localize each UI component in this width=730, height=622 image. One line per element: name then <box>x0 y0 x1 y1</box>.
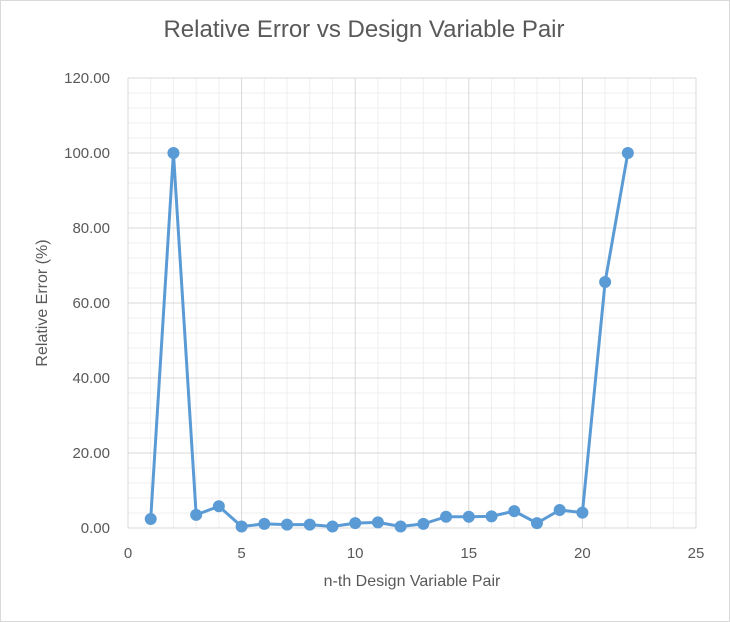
y-tick-label: 0.00 <box>81 520 110 537</box>
data-point <box>303 518 316 531</box>
x-axis-label: n-th Design Variable Pair <box>324 573 501 590</box>
series-line <box>149 151 630 528</box>
y-tick-label: 120.00 <box>64 70 110 87</box>
x-tick-label: 15 <box>460 545 477 562</box>
data-point <box>417 517 430 530</box>
data-point <box>621 147 634 159</box>
data-point <box>394 520 407 533</box>
data-point <box>508 505 521 518</box>
data-point <box>235 520 248 533</box>
data-point <box>553 504 566 516</box>
y-tick-label: 20.00 <box>72 445 110 462</box>
data-point <box>462 510 475 523</box>
x-tick-label: 10 <box>347 545 364 562</box>
data-point <box>371 516 384 529</box>
x-tick-label: 20 <box>574 545 591 562</box>
data-point <box>281 518 294 531</box>
y-tick-label: 40.00 <box>72 370 110 387</box>
data-point <box>144 513 157 525</box>
y-tick-label: 80.00 <box>72 220 110 237</box>
data-point <box>576 506 589 519</box>
data-point <box>190 508 203 521</box>
data-point <box>485 510 498 523</box>
y-axis-label: Relative Error (%) <box>34 239 51 366</box>
data-point <box>599 276 612 288</box>
x-tick-label: 0 <box>124 545 132 562</box>
y-axis-ticks: 0.00 20.00 40.00 60.00 80.00 100.00 120.00 <box>64 70 110 537</box>
data-point <box>167 147 180 159</box>
chart-title: Relative Error vs Design Variable Pair <box>163 16 565 43</box>
x-tick-label: 25 <box>688 545 705 562</box>
data-point <box>212 500 225 513</box>
y-tick-label: 100.00 <box>64 145 110 162</box>
data-point <box>258 517 271 530</box>
data-point <box>349 517 362 530</box>
y-tick-label: 60.00 <box>72 295 110 312</box>
data-point <box>440 510 453 523</box>
data-point <box>326 520 339 533</box>
major-gridlines <box>127 77 697 529</box>
x-axis-ticks: 0 5 10 15 20 25 <box>124 545 705 562</box>
x-tick-label: 5 <box>237 545 245 562</box>
series-relative-error <box>144 147 634 533</box>
data-point <box>530 517 543 530</box>
